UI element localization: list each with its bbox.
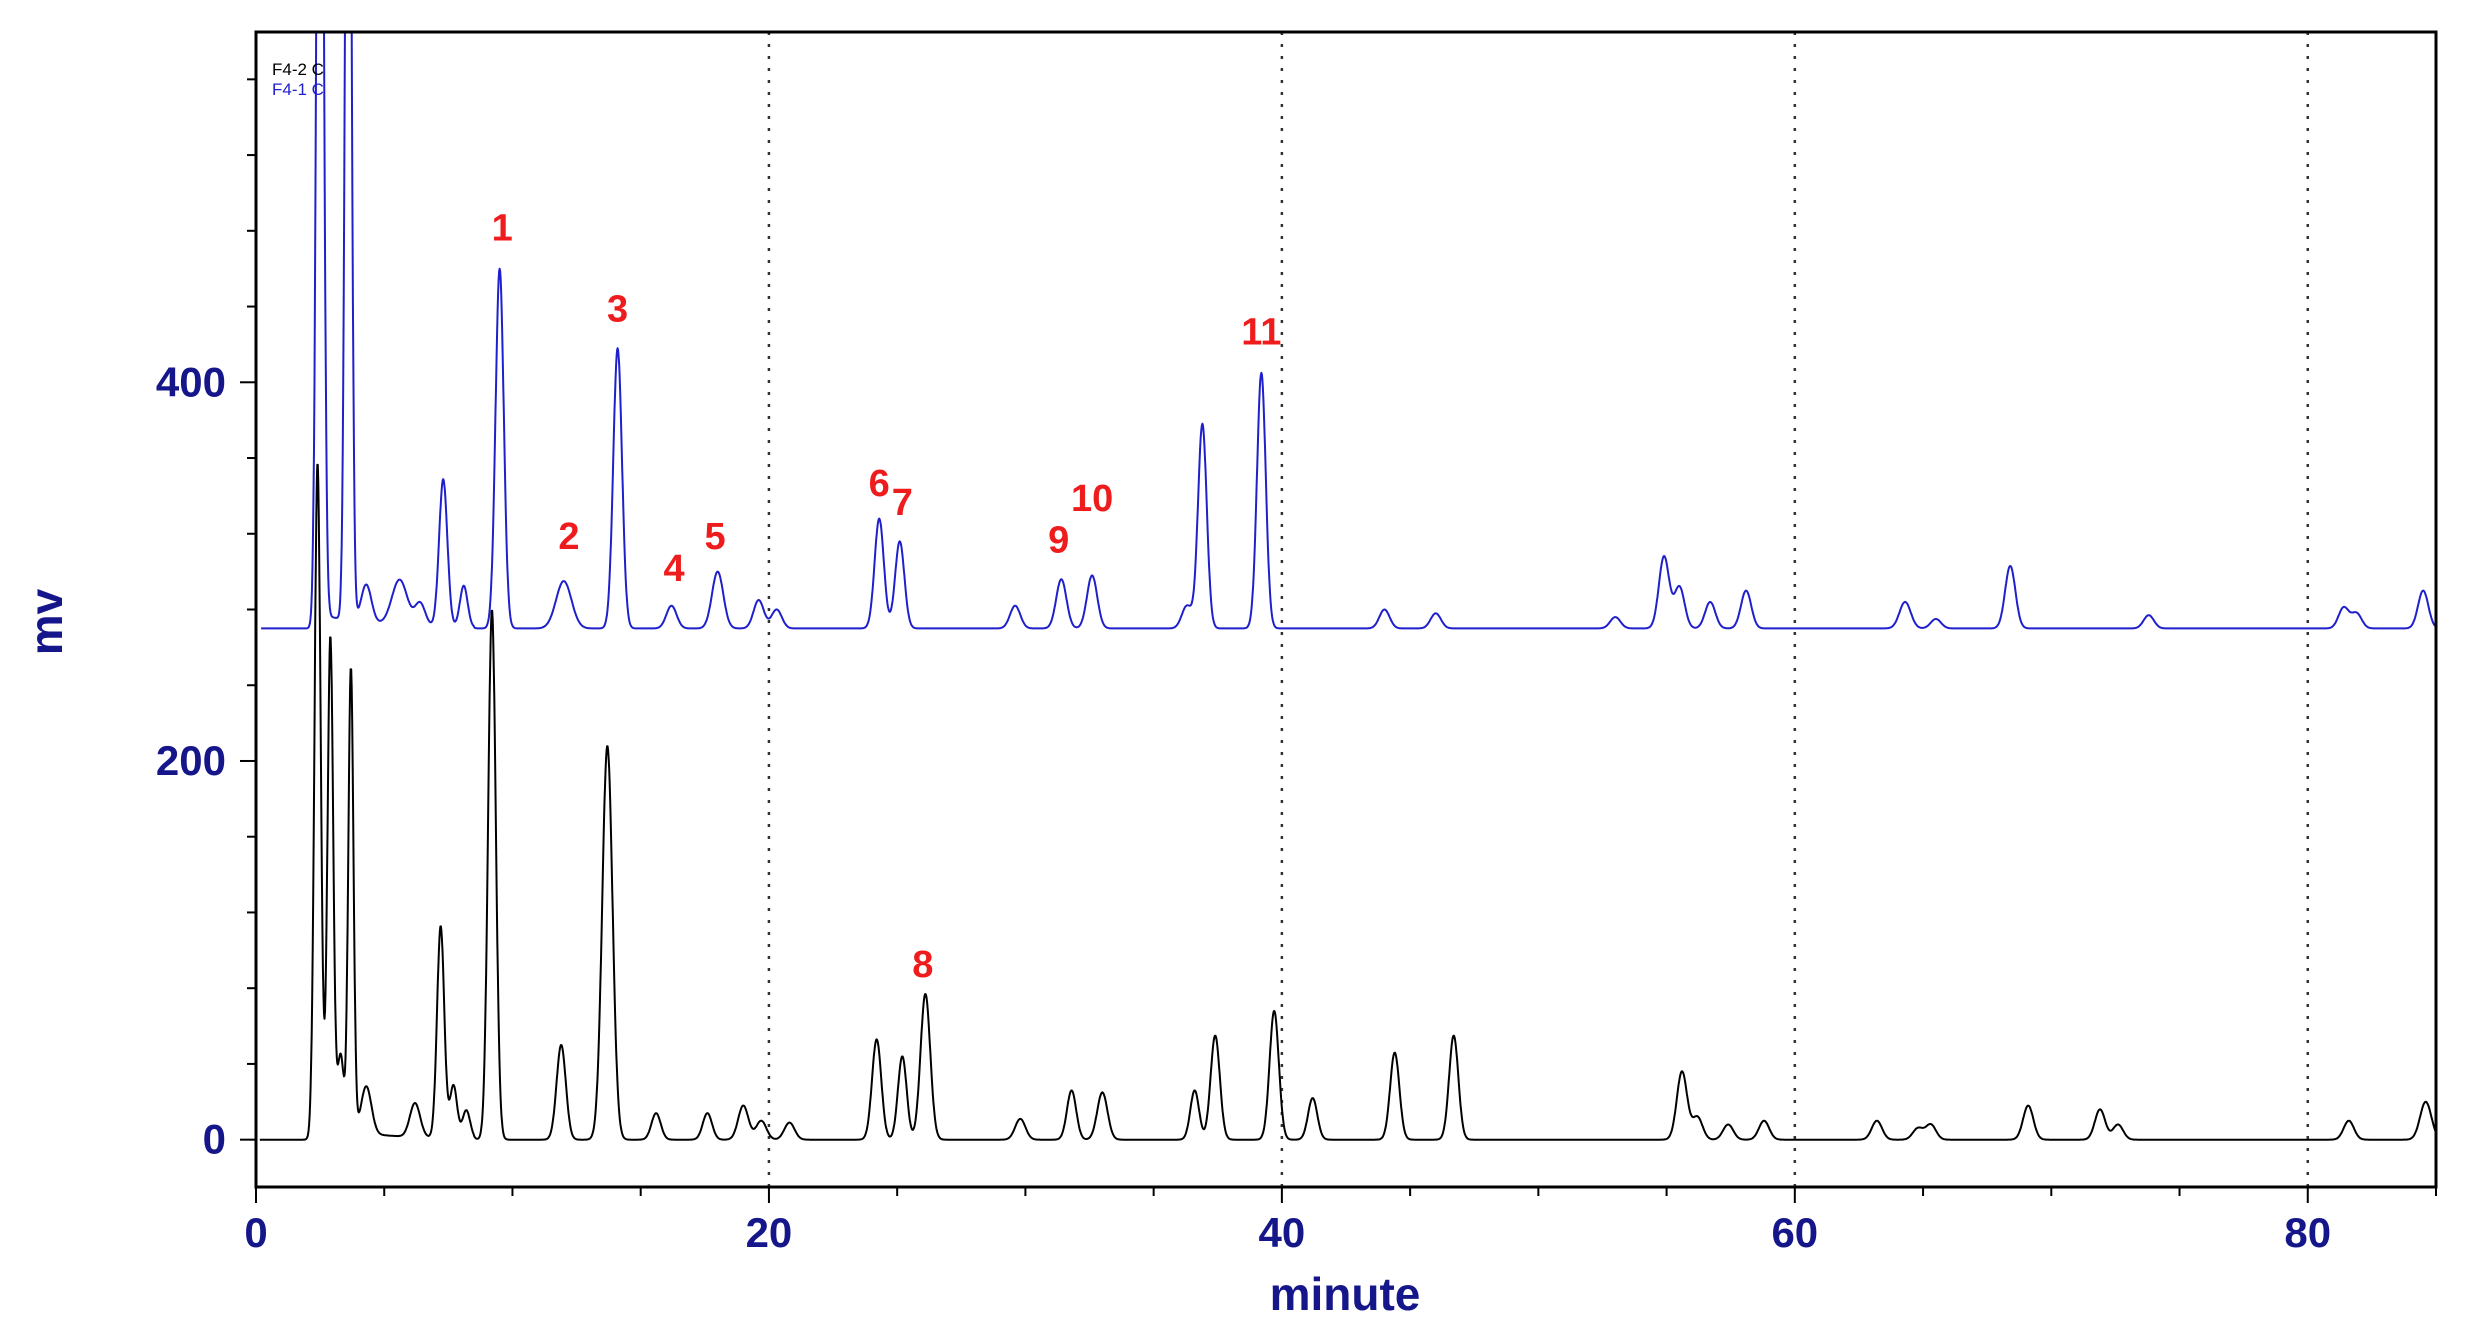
y-tick-label-0: 0 [203, 1116, 226, 1163]
x-tick-label-60: 60 [1771, 1209, 1818, 1256]
legend-entry: F4-1 C [272, 80, 324, 99]
axis-ticks: 0 20 40 60 80 0 200 400 [156, 78, 2437, 1256]
peak-label-3: 3 [607, 289, 628, 331]
plot-frame [254, 30, 2438, 1189]
peak-label-1: 1 [492, 207, 513, 249]
peak-label-5: 5 [705, 516, 726, 558]
series-line-f4-2-c [259, 463, 2436, 1141]
series-line-f4-1-c [260, 32, 2436, 630]
x-axis-title: minute [1270, 1268, 1421, 1320]
peak-label-8: 8 [912, 944, 933, 986]
legend-entry: F4-2 C [272, 60, 324, 79]
y-tick-label-400: 400 [156, 358, 226, 405]
x-tick-label-0: 0 [244, 1209, 267, 1256]
legend: F4-2 CF4-1 C [272, 60, 324, 99]
peak-label-10: 10 [1071, 478, 1113, 520]
peak-label-4: 4 [663, 548, 684, 590]
series-lines [259, 32, 2436, 1141]
peak-label-6: 6 [869, 463, 890, 505]
peak-label-9: 9 [1048, 520, 1069, 562]
series-clip-group [259, 32, 2436, 1141]
x-tick-label-80: 80 [2284, 1209, 2331, 1256]
y-axis-title: mv [20, 588, 72, 655]
x-tick-label-20: 20 [746, 1209, 793, 1256]
x-tick-label-40: 40 [1259, 1209, 1306, 1256]
y-tick-label-200: 200 [156, 737, 226, 784]
peak-label-2: 2 [558, 516, 579, 558]
peak-label-7: 7 [892, 482, 913, 524]
peak-label-11: 11 [1241, 311, 1281, 353]
grid-lines [767, 32, 2310, 1187]
